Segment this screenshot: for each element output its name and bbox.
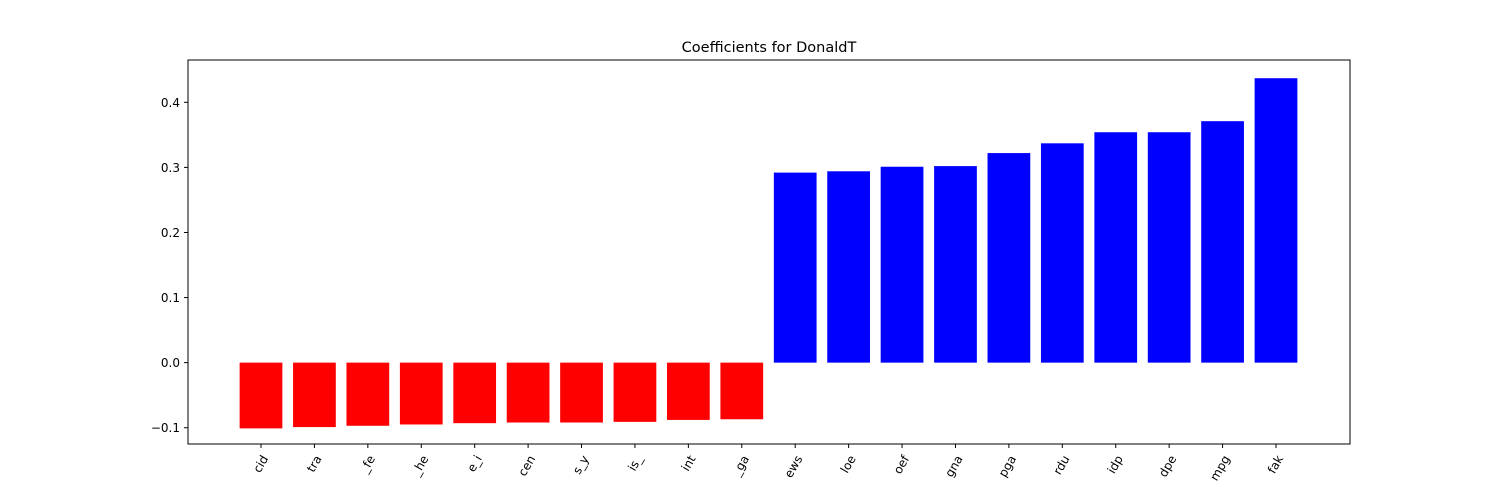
bar-oef xyxy=(880,166,924,363)
x-tick-label: mpg xyxy=(1207,453,1233,483)
plot-area: −0.1 0.0 0.1 0.2 0.3 0.4 cid tra _fe _he e_i cen s_y… xyxy=(151,59,1351,483)
bar-_fe xyxy=(346,362,390,426)
x-tick-label: ews xyxy=(782,453,806,480)
x-tick-label: oef xyxy=(891,452,913,476)
bar-loe xyxy=(827,171,870,363)
x-tick-label: pga xyxy=(996,453,1019,480)
bar-s_y xyxy=(560,362,603,423)
y-tick-label: −0.1 xyxy=(151,421,180,435)
bar-_he xyxy=(399,362,443,425)
x-tick-label: _ga xyxy=(729,453,752,479)
bar-rdu xyxy=(1040,143,1084,363)
bar-pga xyxy=(987,153,1031,363)
x-tick-label: gna xyxy=(942,453,965,480)
y-tick-label: 0.4 xyxy=(161,96,180,110)
x-tick-label: dpe xyxy=(1156,453,1179,480)
x-tick-label: idp xyxy=(1105,453,1126,476)
x-tick-label: fak xyxy=(1265,453,1286,476)
bar-is_ xyxy=(613,362,657,422)
bar-idp xyxy=(1094,132,1138,363)
bar-mpg xyxy=(1201,121,1244,363)
bar-gna xyxy=(934,166,977,363)
x-tick-label: int xyxy=(679,453,699,474)
bar-fak xyxy=(1254,78,1298,363)
axes-frame xyxy=(187,59,1351,445)
y-tick-label: 0.1 xyxy=(161,291,180,305)
bar-ews xyxy=(773,172,817,363)
bar-dpe xyxy=(1147,132,1191,363)
bar-_ga xyxy=(720,362,764,420)
chart-title: Coefficients for DonaldT xyxy=(682,40,857,56)
x-tick-label: cen xyxy=(515,453,538,479)
bar-cid xyxy=(239,362,283,429)
x-tick-label: _fe xyxy=(357,453,378,476)
bar-cen xyxy=(506,362,550,423)
x-tick-label: _he xyxy=(408,453,431,479)
x-tick-label: e_i xyxy=(464,453,484,474)
x-tick-label: s_y xyxy=(570,453,592,477)
bar-tra xyxy=(293,362,336,428)
y-tick-label: 0.2 xyxy=(161,226,180,240)
x-tick-label: loe xyxy=(838,453,859,476)
x-tick-label: rdu xyxy=(1050,453,1072,477)
x-tick-label: tra xyxy=(304,453,325,475)
y-tick-label: 0.0 xyxy=(161,356,180,370)
y-tick-label: 0.3 xyxy=(161,161,180,175)
x-tick-label: is_ xyxy=(625,452,645,473)
x-tick-label: cid xyxy=(250,453,271,475)
bar-e_i xyxy=(453,362,497,424)
bar-int xyxy=(667,362,710,420)
